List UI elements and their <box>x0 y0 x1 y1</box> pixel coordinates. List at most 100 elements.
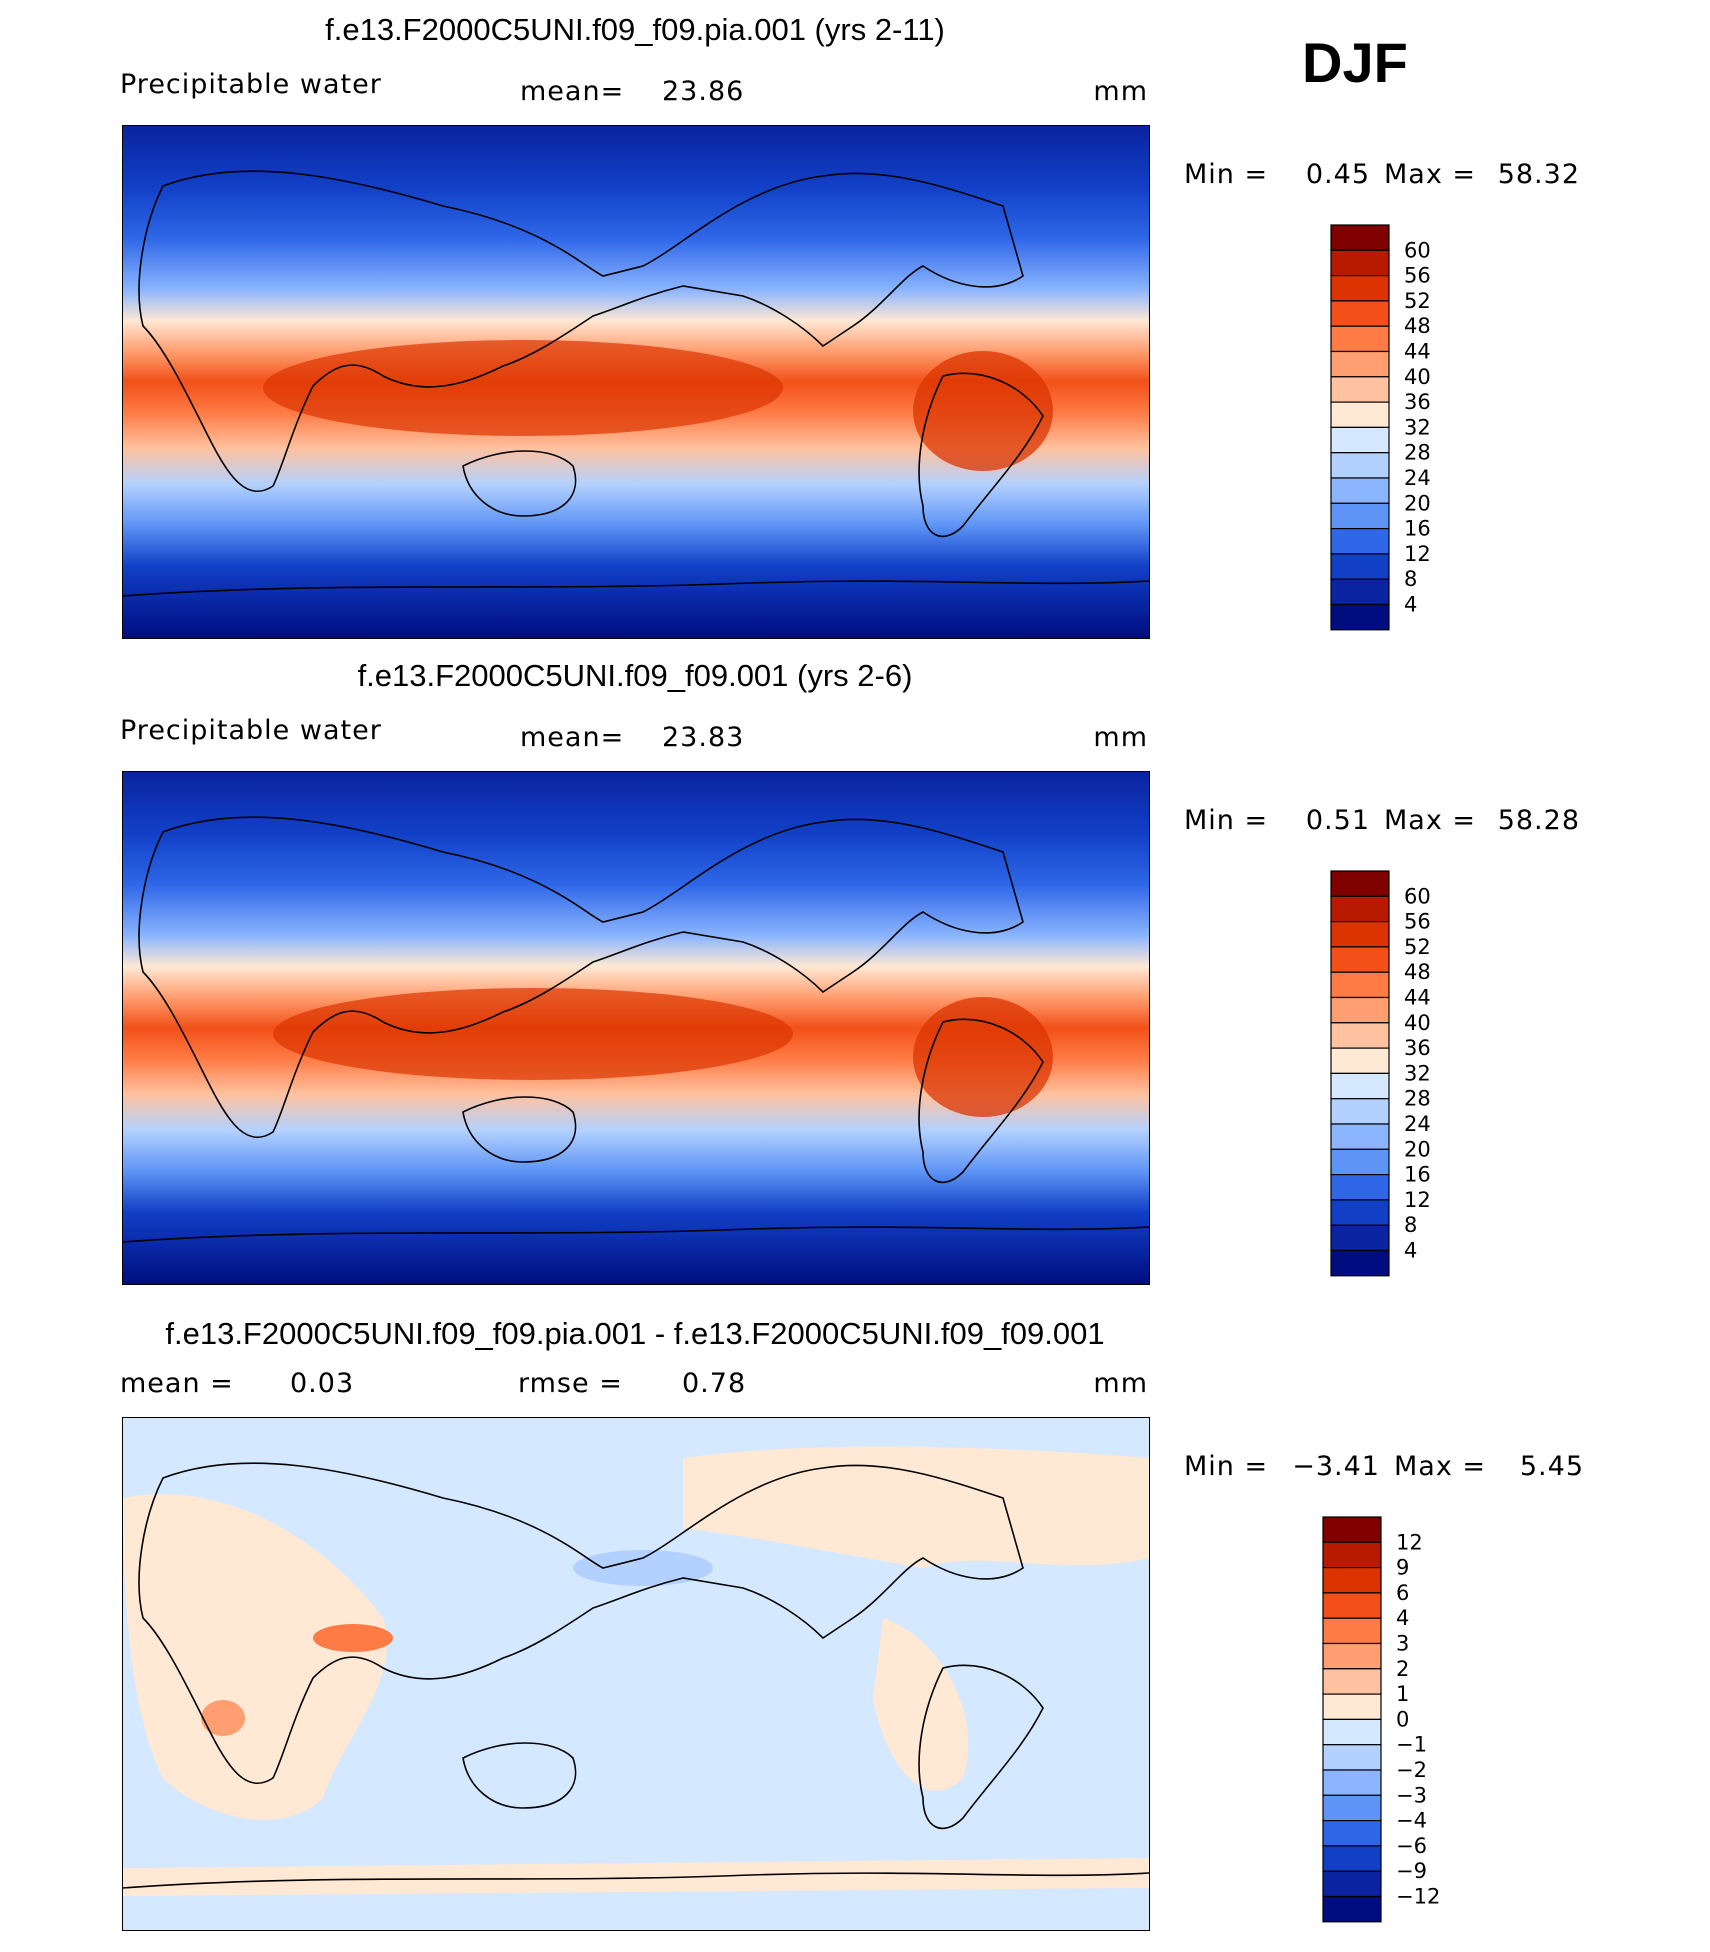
panel-3-map-svg <box>123 1418 1149 1930</box>
panel-2-variable: Precipitable water <box>120 715 382 746</box>
colorbar-tick-label: 36 <box>1404 390 1431 414</box>
panel-3-min-label: Min = <box>1184 1451 1269 1482</box>
panel-3-min-value: −3.41 <box>1292 1451 1380 1482</box>
colorbar-box <box>1322 1744 1382 1771</box>
colorbar-tick-label: 12 <box>1396 1530 1423 1554</box>
colorbar-box <box>1330 1224 1390 1252</box>
coastline-antarctica <box>123 1872 1149 1889</box>
colorbar-box <box>1330 603 1390 631</box>
colorbar-tick-label: 8 <box>1404 567 1417 591</box>
positive-region-south-america <box>873 1618 969 1791</box>
negative-region-pacific <box>573 1550 713 1586</box>
colorbar-tick-label: −1 <box>1396 1733 1427 1757</box>
colorbar-tick-label: 1 <box>1396 1682 1409 1706</box>
panel-1-colorbar: 60 56 52 48 44 40 36 32 28 24 20 16 12 8 4 <box>1330 224 1490 631</box>
panel-2-mean-value: 23.83 <box>662 722 745 753</box>
colorbar-tick-label: 56 <box>1404 264 1431 288</box>
colorbar-box <box>1322 1718 1382 1746</box>
colorbar-tick-label: 60 <box>1404 238 1431 262</box>
panel-1-units: mm <box>1093 76 1148 107</box>
colorbar-tick-label: 4 <box>1404 1239 1417 1263</box>
panel-3-colorbar: 12 9 6 4 3 2 1 0 −1 −2 −3 −4 −6 −9 −12 <box>1322 1516 1482 1923</box>
warm-pool-blob <box>273 988 793 1080</box>
colorbar-tick-label: 4 <box>1404 593 1417 617</box>
colorbar-box <box>1330 1072 1390 1100</box>
coastline-antarctica <box>123 580 1149 597</box>
positive-hotspot-africa <box>201 1700 245 1736</box>
colorbar-tick-label: −3 <box>1396 1783 1427 1807</box>
colorbar-tick-label: 48 <box>1404 960 1431 984</box>
panel-1-map <box>122 125 1150 639</box>
coastline-south-america <box>918 372 1044 538</box>
coastline-main <box>138 816 1024 1139</box>
colorbar-box <box>1322 1516 1382 1543</box>
colorbar-tick-label: 44 <box>1404 986 1431 1010</box>
colorbar-box <box>1330 528 1390 555</box>
panel-1-min-label: Min = <box>1184 159 1269 190</box>
colorbar-tick-label: 32 <box>1404 415 1431 439</box>
colorbar-box <box>1330 376 1390 403</box>
colorbar-tick-label: 0 <box>1396 1707 1409 1731</box>
panel-3-units: mm <box>1093 1368 1148 1399</box>
panel-3-mean-value: 0.03 <box>290 1368 355 1399</box>
panel-3-title: f.e13.F2000C5UNI.f09_f09.pia.001 - f.e13… <box>165 1316 1105 1351</box>
colorbar-tick-label: 60 <box>1404 884 1431 908</box>
colorbar-box <box>1322 1845 1382 1872</box>
colorbar-box <box>1330 426 1390 454</box>
colorbar-tick-label: 44 <box>1404 340 1431 364</box>
panel-1-map-svg <box>123 126 1149 638</box>
colorbar-box <box>1330 1047 1390 1075</box>
colorbar-box <box>1330 971 1390 999</box>
colorbar-tick-label: −12 <box>1396 1885 1440 1909</box>
colorbar-box <box>1330 325 1390 353</box>
coastline-australia <box>462 1096 577 1163</box>
colorbar-box <box>1330 1098 1390 1125</box>
panel-3-max-value: 5.45 <box>1519 1451 1584 1482</box>
colorbar-box <box>1330 1199 1390 1226</box>
colorbar-tick-label: −2 <box>1396 1758 1427 1782</box>
colorbar-tick-label: 52 <box>1404 289 1431 313</box>
colorbar-tick-label: 9 <box>1396 1556 1409 1580</box>
colorbar-tick-label: 32 <box>1404 1061 1431 1085</box>
colorbar-tick-label: 16 <box>1404 1163 1431 1187</box>
panel-2-min-value: 0.51 <box>1305 805 1370 836</box>
colorbar-box <box>1330 350 1390 378</box>
colorbar-box <box>1330 477 1390 504</box>
panel-1-title: f.e13.F2000C5UNI.f09_f09.pia.001 (yrs 2-… <box>325 12 945 47</box>
colorbar-box <box>1322 1895 1382 1923</box>
panel-2-max-label: Max = <box>1384 805 1477 836</box>
colorbar-box <box>1330 1174 1390 1201</box>
colorbar-tick-label: 12 <box>1404 1188 1431 1212</box>
panel-1-mean-label: mean= <box>520 76 625 107</box>
positive-hotspot-india <box>313 1624 393 1652</box>
colorbar-box <box>1322 1642 1382 1670</box>
panel-1-mean-value: 23.86 <box>662 76 745 107</box>
panel-1-max-label: Max = <box>1384 159 1477 190</box>
coastline-main <box>138 1462 1024 1785</box>
colorbar-box <box>1330 1249 1390 1277</box>
colorbar-box <box>1330 249 1390 277</box>
colorbar-tick-label: −9 <box>1396 1859 1427 1883</box>
colorbar-tick-label: 20 <box>1404 1137 1431 1161</box>
colorbar-box <box>1330 920 1390 948</box>
colorbar-box <box>1322 1693 1382 1721</box>
colorbar-box <box>1322 1617 1382 1645</box>
colorbar-box <box>1330 996 1390 1024</box>
colorbar-tick-label: 56 <box>1404 910 1431 934</box>
panel-2-map-svg <box>123 772 1149 1284</box>
colorbar-box <box>1330 553 1390 580</box>
colorbar-tick-label: −4 <box>1396 1809 1427 1833</box>
colorbar-box <box>1330 1123 1390 1150</box>
colorbar-box <box>1322 1794 1382 1822</box>
coastline-australia <box>462 450 577 517</box>
colorbar-tick-label: 52 <box>1404 935 1431 959</box>
colorbar-box <box>1330 401 1390 429</box>
coastline-antarctica <box>123 1226 1149 1243</box>
panel-2-title: f.e13.F2000C5UNI.f09_f09.001 (yrs 2-6) <box>357 658 913 693</box>
colorbar-box <box>1322 1541 1382 1569</box>
colorbar-box <box>1330 274 1390 302</box>
amazon-blob <box>913 351 1053 471</box>
colorbar-box <box>1322 1566 1382 1594</box>
